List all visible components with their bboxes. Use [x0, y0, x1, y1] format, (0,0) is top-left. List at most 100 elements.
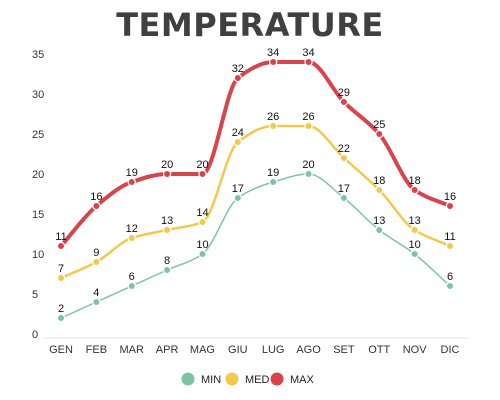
- data-point-min: [56, 313, 66, 323]
- data-point-max: [56, 241, 66, 251]
- data-label-min: 6: [447, 271, 453, 283]
- data-label-min: 4: [93, 287, 99, 299]
- chart-title: TEMPERATURE: [116, 6, 384, 44]
- x-tick-label: FEB: [86, 344, 107, 356]
- y-tick-label: 0: [32, 329, 38, 341]
- data-point-max: [92, 201, 101, 211]
- data-label-max: 16: [444, 191, 456, 203]
- data-label-med: 13: [161, 215, 173, 227]
- data-label-med: 22: [338, 143, 350, 155]
- data-point-max: [445, 201, 455, 211]
- data-label-med: 14: [196, 207, 208, 219]
- series-line-med: [59, 124, 452, 280]
- y-tick-label: 35: [32, 49, 44, 61]
- x-tick-label: GIU: [228, 344, 248, 356]
- x-tick-label: SET: [333, 344, 355, 356]
- data-point-med: [304, 121, 313, 131]
- y-tick-label: 25: [32, 129, 44, 141]
- y-tick-label: 15: [32, 209, 44, 221]
- data-label-max: 16: [90, 191, 102, 203]
- data-point-med: [233, 137, 243, 147]
- legend-swatch-min: [181, 372, 195, 386]
- data-label-med: 11: [444, 231, 455, 243]
- series-line-max: [59, 60, 452, 248]
- y-tick-label: 30: [32, 89, 44, 101]
- data-point-med: [445, 241, 455, 251]
- data-point-min: [339, 193, 349, 203]
- legend-label-max: MAX: [290, 374, 315, 386]
- x-tick-label: OTT: [368, 344, 390, 356]
- data-label-min: 8: [164, 255, 170, 267]
- data-point-max: [127, 177, 136, 187]
- x-tick-label: AGO: [296, 344, 321, 356]
- data-label-max: 29: [338, 87, 350, 99]
- data-point-max: [268, 57, 278, 67]
- data-point-med: [92, 257, 101, 267]
- data-label-med: 18: [373, 175, 385, 187]
- legend-label-min: MIN: [201, 374, 221, 386]
- data-label-max: 34: [267, 47, 279, 59]
- data-label-min: 20: [302, 159, 314, 171]
- data-label-min: 13: [373, 215, 385, 227]
- y-tick-label: 5: [32, 289, 38, 301]
- data-label-min: 10: [196, 239, 208, 251]
- data-label-max: 20: [161, 159, 173, 171]
- data-point-min: [233, 193, 243, 203]
- data-label-med: 12: [126, 223, 138, 235]
- data-point-min: [198, 249, 207, 259]
- data-point-med: [410, 225, 419, 235]
- data-label-max: 32: [232, 63, 244, 75]
- data-point-med: [198, 217, 207, 227]
- data-label-min: 2: [58, 303, 64, 315]
- data-label-med: 26: [302, 111, 314, 123]
- data-label-max: 20: [196, 159, 208, 171]
- data-label-med: 24: [232, 127, 244, 139]
- y-tick-label: 20: [32, 169, 44, 181]
- data-point-min: [92, 297, 101, 307]
- data-label-max: 34: [302, 47, 314, 59]
- data-point-max: [198, 169, 207, 179]
- data-point-med: [56, 273, 66, 283]
- data-label-max: 19: [126, 167, 138, 179]
- data-label-min: 10: [409, 239, 421, 251]
- data-label-min: 6: [129, 271, 135, 283]
- data-point-max: [162, 169, 172, 179]
- data-point-min: [375, 225, 384, 235]
- data-point-med: [375, 185, 384, 195]
- data-point-min: [445, 281, 455, 291]
- data-point-min: [162, 265, 172, 275]
- data-label-med: 7: [58, 263, 64, 275]
- data-point-min: [127, 281, 136, 291]
- data-point-min: [410, 249, 419, 259]
- data-label-min: 17: [338, 183, 350, 195]
- x-tick-label: NOV: [403, 344, 428, 356]
- data-point-med: [339, 153, 349, 163]
- x-tick-label: MAR: [120, 344, 145, 356]
- data-label-max: 18: [409, 175, 421, 187]
- data-point-max: [375, 129, 384, 139]
- data-point-med: [268, 121, 278, 131]
- data-label-med: 26: [267, 111, 279, 123]
- y-tick-label: 10: [32, 249, 44, 261]
- data-label-med: 9: [93, 247, 99, 259]
- data-label-max: 11: [55, 231, 66, 243]
- data-label-min: 19: [267, 167, 279, 179]
- legend-swatch-med: [225, 372, 239, 386]
- legend-label-med: MED: [245, 374, 270, 386]
- data-point-med: [127, 233, 136, 243]
- legend-swatch-max: [270, 372, 284, 386]
- data-point-min: [304, 169, 313, 179]
- data-label-max: 25: [373, 119, 385, 131]
- x-tick-label: LUG: [262, 344, 285, 356]
- data-point-min: [268, 177, 278, 187]
- data-point-max: [339, 97, 349, 107]
- data-point-max: [410, 185, 419, 195]
- data-label-min: 17: [232, 183, 244, 195]
- data-label-med: 13: [409, 215, 421, 227]
- x-tick-label: APR: [156, 344, 179, 356]
- data-point-max: [233, 73, 243, 83]
- data-point-med: [162, 225, 172, 235]
- x-tick-label: GEN: [49, 344, 73, 356]
